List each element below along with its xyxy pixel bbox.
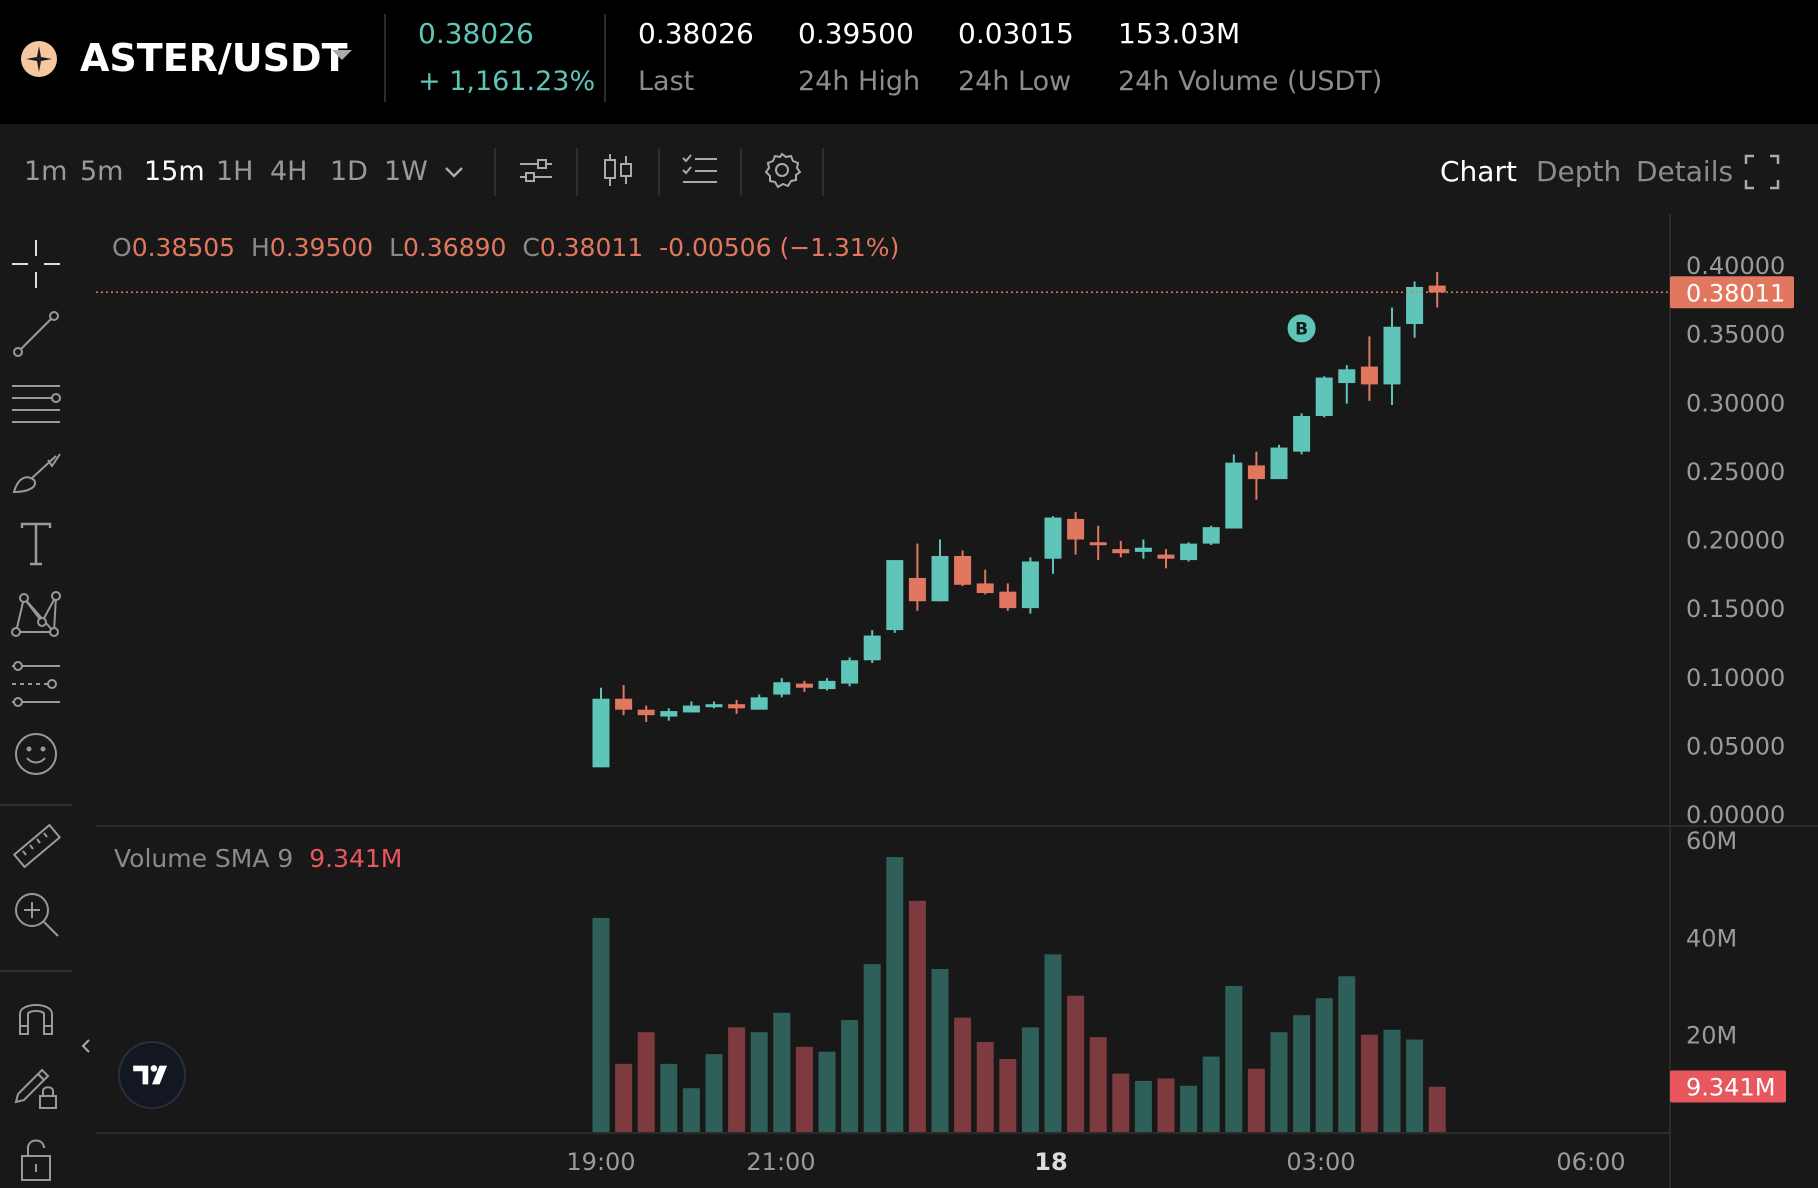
stat-value: 0.38026 xyxy=(638,17,754,50)
zoom-in-icon[interactable] xyxy=(8,886,64,942)
ohlc-close-label: C xyxy=(522,233,540,262)
tradingview-logo-icon[interactable] xyxy=(118,1041,186,1109)
ohlc-low: 0.36890 xyxy=(403,233,507,262)
prediction-icon[interactable] xyxy=(8,656,64,712)
ohlc-legend: O0.38505 H0.39500 L0.36890 C0.38011 -0.0… xyxy=(112,232,899,264)
chart-panel: 1m 5m 15m 1H 4H 1D 1W xyxy=(0,124,1818,1188)
settings-gear-icon[interactable] xyxy=(762,150,802,190)
pair-selector[interactable]: ASTER/USDT xyxy=(80,36,348,80)
ohlc-low-label: L xyxy=(389,233,404,262)
stat-24h-volume: 153.03M 24h Volume (USDT) xyxy=(1118,16,1382,100)
volume-legend-label: Volume SMA 9 xyxy=(114,844,294,873)
fullscreen-icon[interactable] xyxy=(1742,152,1782,192)
divider xyxy=(658,148,660,196)
tab-details[interactable]: Details xyxy=(1636,155,1734,188)
magnet-icon[interactable] xyxy=(8,988,64,1044)
price-change: + 1,161.23% xyxy=(418,66,596,97)
stat-24h-low: 0.03015 24h Low xyxy=(958,16,1074,100)
divider xyxy=(740,148,742,196)
divider xyxy=(576,148,578,196)
ohlc-change: -0.00506 (−1.31%) xyxy=(659,233,900,262)
pattern-icon[interactable] xyxy=(8,586,64,642)
divider xyxy=(384,14,386,102)
divider xyxy=(604,14,606,102)
trendline-icon[interactable] xyxy=(8,306,64,362)
collapse-chevron-left-icon[interactable] xyxy=(76,1034,96,1058)
current-price: 0.38026 xyxy=(418,17,534,50)
ohlc-high: 0.39500 xyxy=(269,233,374,262)
fib-lines-icon[interactable] xyxy=(8,376,64,432)
ohlc-high-label: H xyxy=(250,233,270,262)
ohlc-close: 0.38011 xyxy=(539,233,644,262)
ohlc-open-label: O xyxy=(112,233,132,262)
indicator-settings-icon[interactable] xyxy=(516,150,556,190)
timeframe-15m[interactable]: 15m xyxy=(144,156,205,187)
divider xyxy=(0,804,72,806)
stat-label: 24h Volume (USDT) xyxy=(1118,66,1383,97)
chevron-down-icon[interactable] xyxy=(332,50,352,60)
pair-header: ASTER/USDT 0.38026 + 1,161.23% 0.38026 L… xyxy=(0,0,1818,124)
volume-legend-value: 9.341M xyxy=(309,844,403,873)
timeframe-4h[interactable]: 4H xyxy=(270,156,308,187)
timeframe-1d[interactable]: 1D xyxy=(330,156,368,187)
tab-depth[interactable]: Depth xyxy=(1536,155,1622,188)
stat-value: 153.03M xyxy=(1118,17,1241,50)
ohlc-open: 0.38505 xyxy=(131,233,236,262)
lock-draw-icon[interactable] xyxy=(8,1058,64,1114)
crosshair-icon[interactable] xyxy=(8,236,64,292)
text-icon[interactable] xyxy=(8,516,64,572)
timeframe-1h[interactable]: 1H xyxy=(216,156,254,187)
aster-logo-icon xyxy=(21,41,57,77)
stat-label: 24h High xyxy=(798,66,921,97)
price-block: 0.38026 + 1,161.23% xyxy=(418,16,595,100)
stat-last: 0.38026 Last xyxy=(638,16,754,100)
divider xyxy=(0,970,72,972)
brush-icon[interactable] xyxy=(8,446,64,502)
lock-icon[interactable] xyxy=(8,1128,64,1188)
drawing-toolbar xyxy=(0,218,74,1188)
candle-type-icon[interactable] xyxy=(598,150,638,190)
indicators-list-icon[interactable] xyxy=(680,150,720,190)
volume-legend: Volume SMA 9 9.341M xyxy=(114,843,402,875)
divider xyxy=(822,148,824,196)
tab-chart[interactable]: Chart xyxy=(1440,155,1517,188)
timeframe-1w[interactable]: 1W xyxy=(384,156,428,187)
divider xyxy=(494,148,496,196)
emoji-icon[interactable] xyxy=(8,726,64,782)
stat-label: Last xyxy=(638,66,695,97)
timeframe-chevron-down-icon[interactable] xyxy=(434,152,474,192)
stat-value: 0.03015 xyxy=(958,17,1074,50)
chart-toolbar: 1m 5m 15m 1H 4H 1D 1W xyxy=(0,124,1818,218)
stat-24h-high: 0.39500 24h High xyxy=(798,16,920,100)
timeframe-1m[interactable]: 1m xyxy=(24,156,68,187)
timeframe-5m[interactable]: 5m xyxy=(80,156,124,187)
stat-label: 24h Low xyxy=(958,66,1072,97)
ruler-icon[interactable] xyxy=(8,818,64,874)
stat-value: 0.39500 xyxy=(798,17,914,50)
